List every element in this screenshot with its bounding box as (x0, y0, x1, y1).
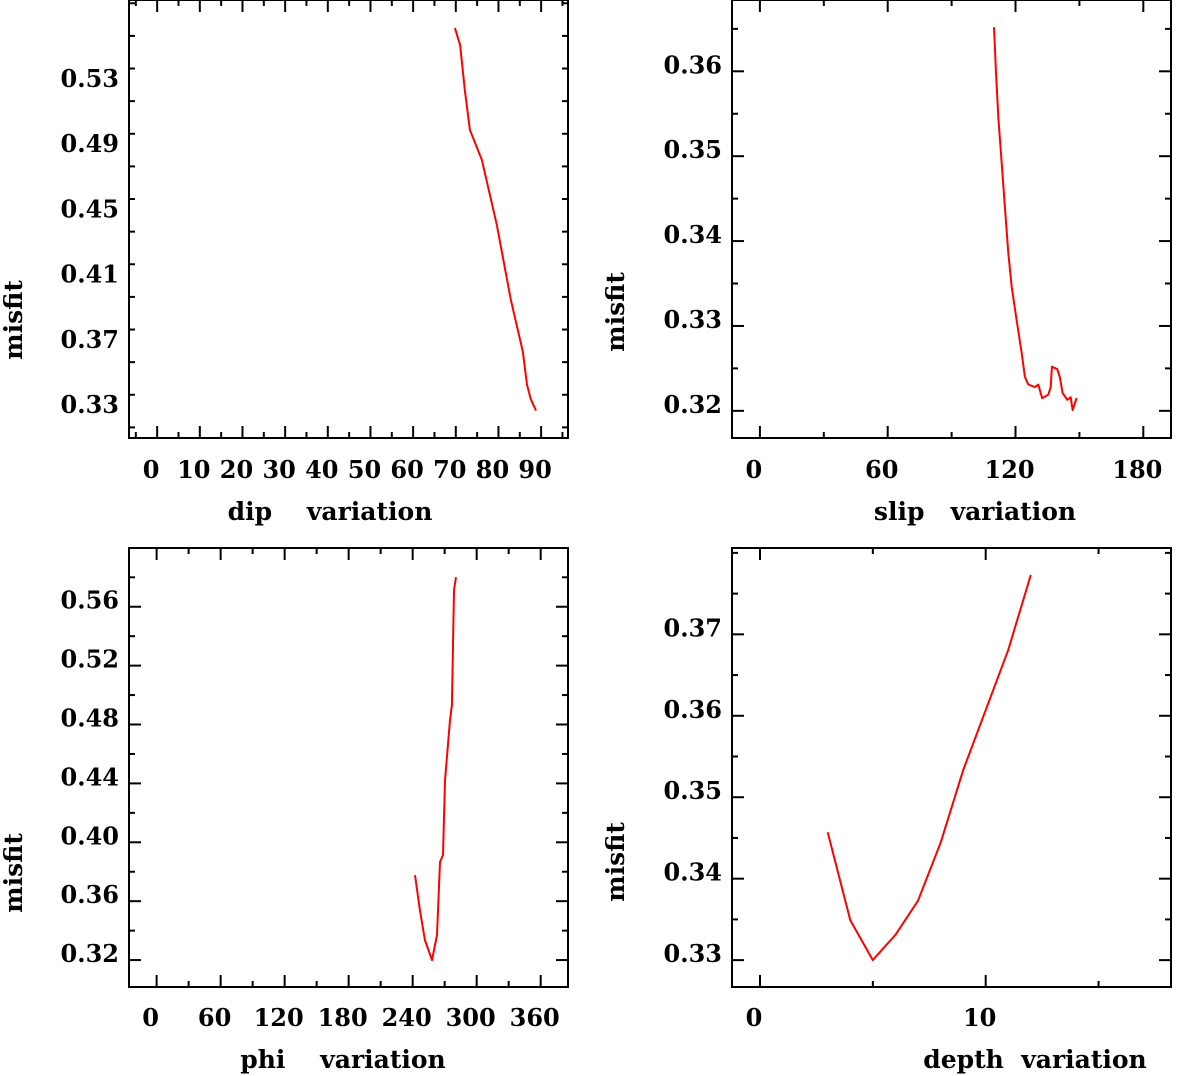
x-tick-label: 180 (318, 1003, 368, 1032)
y-axis-title: misfit (0, 833, 28, 913)
plot-frame (128, 0, 569, 439)
y-tick-label: 0.35 (664, 135, 722, 164)
y-tick-label: 0.45 (61, 194, 119, 223)
y-tick-label: 0.36 (61, 880, 119, 909)
y-tick-label: 0.36 (664, 695, 722, 724)
subplot-phi: 0 60 120 180 240 300 360 0.32 0.36 0.40 0.44 0.48 0.… (0, 547, 569, 1074)
x-axis-title: slip variation (874, 497, 1076, 526)
x-tick-label: 10 (963, 1003, 996, 1032)
x-tick-label: 80 (476, 455, 509, 484)
y-tick-label: 0.34 (664, 220, 722, 249)
y-tick-label: 0.53 (61, 64, 119, 93)
y-tick-label: 0.56 (61, 586, 119, 615)
y-axis-title: misfit (601, 272, 630, 352)
x-tick-label: 300 (446, 1003, 496, 1032)
x-axis-title: depth variation (923, 1045, 1147, 1074)
y-tick-label: 0.33 (664, 939, 722, 968)
y-tick-label: 0.41 (61, 260, 119, 289)
y-tick-label: 0.33 (664, 305, 722, 334)
y-tick-label: 0.36 (664, 50, 722, 79)
y-tick-label: 0.33 (61, 390, 119, 419)
x-tick-label: 120 (984, 455, 1034, 484)
x-tick-label: 50 (348, 455, 381, 484)
subplot-depth: 0 10 0.33 0.34 0.35 0.36 0.37 depth variation mi… (601, 547, 1172, 1074)
subplot-slip: 0 60 120 180 0.32 0.33 0.34 0.35 0.36 slip variat… (601, 0, 1172, 526)
x-tick-label: 20 (220, 455, 253, 484)
y-tick-label: 0.34 (664, 858, 722, 887)
x-tick-label: 10 (177, 455, 210, 484)
x-tick-label: 180 (1112, 455, 1162, 484)
plot-frame (731, 547, 1172, 988)
misfit-line (993, 27, 1078, 411)
y-tick-label: 0.37 (61, 325, 119, 354)
y-tick-label: 0.49 (61, 129, 119, 158)
y-tick-label: 0.32 (61, 939, 119, 968)
x-tick-label: 60 (198, 1003, 231, 1032)
x-tick-label: 30 (262, 455, 295, 484)
plot-frame (128, 547, 569, 988)
x-tick-label: 40 (305, 455, 338, 484)
y-axis-title: misfit (0, 280, 28, 360)
y-tick-label: 0.44 (61, 762, 119, 791)
y-tick-label: 0.48 (61, 704, 119, 733)
x-tick-label: 360 (510, 1003, 560, 1032)
y-tick-label: 0.37 (664, 613, 722, 642)
y-axis-title: misfit (601, 822, 630, 902)
x-tick-label: 0 (746, 455, 763, 484)
misfit-line (414, 576, 457, 962)
y-tick-label: 0.32 (664, 390, 722, 419)
x-tick-label: 60 (390, 455, 423, 484)
x-tick-label: 120 (254, 1003, 304, 1032)
misfit-line (453, 27, 537, 412)
subplot-dip: 0 10 20 30 40 50 60 70 80 90 0.33 0.37 0.41 0.45 0.49 0… (0, 0, 569, 526)
misfit-line (826, 574, 1032, 962)
x-tick-label: 240 (382, 1003, 432, 1032)
x-tick-label: 0 (142, 1003, 159, 1032)
y-tick-label: 0.35 (664, 776, 722, 805)
x-tick-label: 0 (746, 1003, 763, 1032)
x-tick-label: 60 (865, 455, 898, 484)
x-tick-label: 90 (518, 455, 551, 484)
plot-frame (731, 0, 1172, 439)
x-axis-title: dip variation (228, 497, 433, 526)
x-tick-label: 70 (433, 455, 466, 484)
y-tick-label: 0.52 (61, 645, 119, 674)
x-axis-title: phi variation (240, 1045, 445, 1074)
x-tick-label: 0 (143, 455, 160, 484)
y-tick-label: 0.40 (61, 821, 119, 850)
